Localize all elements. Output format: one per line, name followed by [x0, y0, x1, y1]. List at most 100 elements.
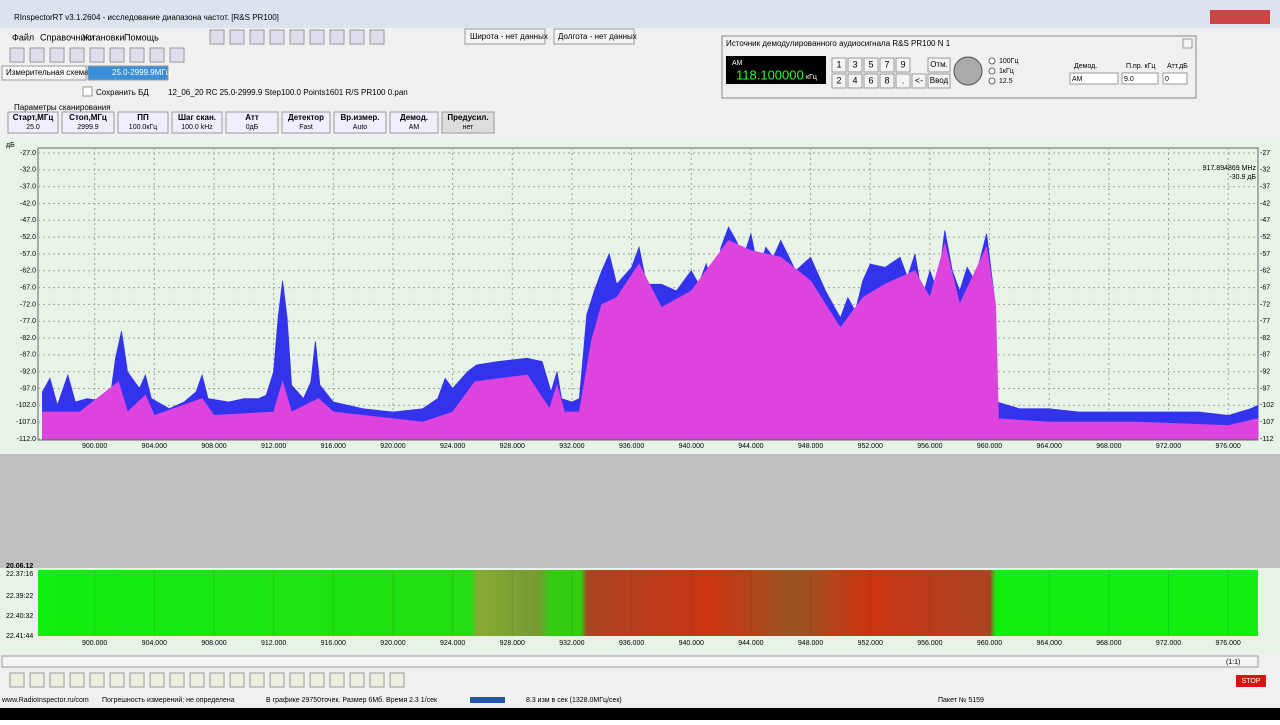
- stop-button[interactable]: [1236, 675, 1266, 687]
- scan-button[interactable]: [389, 111, 439, 134]
- scan-button[interactable]: [225, 111, 279, 134]
- window-buttons[interactable]: [1210, 10, 1270, 24]
- toolbar-icon[interactable]: [329, 29, 345, 45]
- radio[interactable]: [988, 67, 996, 75]
- menu-item[interactable]: Справочники: [40, 32, 95, 42]
- toolbar-icon[interactable]: [369, 29, 385, 45]
- radio[interactable]: [988, 57, 996, 65]
- x-tick-label: 904.000: [142, 443, 167, 450]
- longitude-field[interactable]: [553, 28, 635, 45]
- toolbar-icon[interactable]: [109, 672, 125, 688]
- menu-item[interactable]: Файл: [12, 32, 34, 42]
- toolbar-icon[interactable]: [249, 29, 265, 45]
- toolbar-icon[interactable]: [349, 29, 365, 45]
- toolbar-icon[interactable]: [129, 672, 145, 688]
- stop-label: STOP: [1242, 678, 1261, 685]
- status-rate: 8.3 изм в сек (1328.0МГц/сек): [526, 697, 622, 704]
- scan-button[interactable]: [61, 111, 115, 134]
- toolbar-icon[interactable]: [89, 672, 105, 688]
- toolbar-icon[interactable]: [49, 672, 65, 688]
- keypad-key[interactable]: [847, 57, 863, 73]
- scan-button[interactable]: [441, 111, 495, 134]
- toolbar-icon[interactable]: [169, 47, 185, 63]
- waterfall-x-label: 944.000: [738, 640, 763, 647]
- y-tick-label-right: -112: [1260, 436, 1274, 443]
- keypad-key[interactable]: [895, 57, 911, 73]
- y-tick-label: -42.0: [20, 200, 36, 207]
- toolbar-icon[interactable]: [29, 47, 45, 63]
- step-option: 12.5: [999, 78, 1013, 85]
- toolbar-icon[interactable]: [49, 47, 65, 63]
- toolbar-icon[interactable]: [389, 672, 405, 688]
- scan-button[interactable]: [7, 111, 59, 134]
- toolbar-icon[interactable]: [9, 672, 25, 688]
- toolbar-icon[interactable]: [249, 672, 265, 688]
- dialog-close[interactable]: [1182, 38, 1193, 49]
- keypad-key[interactable]: [911, 73, 927, 89]
- scan-button[interactable]: [281, 111, 331, 134]
- toolbar-icon[interactable]: [269, 29, 285, 45]
- cancel-button[interactable]: [927, 57, 951, 73]
- toolbar-icon[interactable]: [269, 672, 285, 688]
- scan-button-value: 100.0кГц: [129, 124, 157, 131]
- toolbar-icon[interactable]: [69, 47, 85, 63]
- toolbar-icon[interactable]: [29, 672, 45, 688]
- scan-button[interactable]: [171, 111, 223, 134]
- tab[interactable]: [1, 65, 87, 81]
- toolbar-icon[interactable]: [349, 672, 365, 688]
- dialog-title: Источник демодулированного аудиосигнала …: [726, 39, 951, 48]
- radio[interactable]: [988, 77, 996, 85]
- toolbar-icon[interactable]: [69, 672, 85, 688]
- toolbar-icon[interactable]: [229, 672, 245, 688]
- field-select[interactable]: [1162, 72, 1188, 85]
- checkbox[interactable]: [82, 86, 93, 97]
- freq-unit: кГц: [806, 74, 817, 81]
- tab-label: 25.0-2999.9МГц: [112, 68, 171, 77]
- toolbar-icon[interactable]: [209, 29, 225, 45]
- keypad-key[interactable]: [879, 73, 895, 89]
- toolbar-icon[interactable]: [229, 29, 245, 45]
- toolbar-icon[interactable]: [309, 29, 325, 45]
- toolbar-icon[interactable]: [89, 47, 105, 63]
- tab[interactable]: [87, 65, 169, 81]
- keypad-key[interactable]: [879, 57, 895, 73]
- key-label: 8: [884, 75, 889, 85]
- toolbar-icon[interactable]: [9, 47, 25, 63]
- field-select[interactable]: [1069, 72, 1119, 85]
- scrollbar[interactable]: [1, 655, 1259, 668]
- keypad-key[interactable]: [831, 57, 847, 73]
- toolbar-icon[interactable]: [369, 672, 385, 688]
- scan-button[interactable]: [117, 111, 169, 134]
- menu-item[interactable]: Установки: [82, 32, 124, 42]
- toolbar-icon[interactable]: [289, 672, 305, 688]
- scan-button[interactable]: [333, 111, 387, 134]
- keypad-key[interactable]: [895, 73, 911, 89]
- toolbar-icon[interactable]: [309, 672, 325, 688]
- x-tick-label: 956.000: [917, 443, 942, 450]
- keypad-key[interactable]: [863, 57, 879, 73]
- y-tick-label-right: -92: [1260, 369, 1270, 376]
- unit: дБ: [6, 142, 15, 149]
- tuning-knob[interactable]: [953, 56, 983, 86]
- keypad-key[interactable]: [863, 73, 879, 89]
- keypad-key[interactable]: [847, 73, 863, 89]
- toolbar-icon[interactable]: [289, 29, 305, 45]
- waterfall-x-label: 948.000: [798, 640, 823, 647]
- toolbar-icon[interactable]: [109, 47, 125, 63]
- toolbar-icon[interactable]: [209, 672, 225, 688]
- toolbar-icon[interactable]: [149, 672, 165, 688]
- toolbar-icon[interactable]: [129, 47, 145, 63]
- scan-button-label: ПП: [137, 113, 149, 122]
- toolbar-icon[interactable]: [149, 47, 165, 63]
- enter-button[interactable]: [927, 73, 951, 89]
- toolbar-icon[interactable]: [189, 672, 205, 688]
- keypad-key[interactable]: [831, 73, 847, 89]
- scan-button-value: нет: [463, 124, 475, 131]
- toolbar-icon[interactable]: [169, 672, 185, 688]
- toolbar-icon[interactable]: [329, 672, 345, 688]
- field-select[interactable]: [1121, 72, 1159, 85]
- waterfall-time: 22.41:44: [6, 633, 33, 640]
- latitude-field[interactable]: [464, 28, 546, 45]
- menu-item[interactable]: Помощь: [124, 32, 159, 42]
- y-tick-label: -102.0: [16, 402, 36, 409]
